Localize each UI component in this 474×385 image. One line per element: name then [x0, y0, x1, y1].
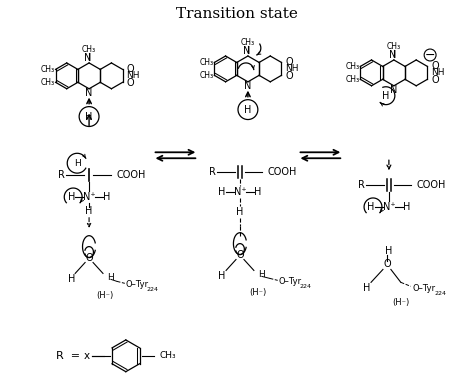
- Text: R: R: [358, 180, 365, 190]
- Text: O: O: [285, 57, 293, 67]
- Text: NH: NH: [431, 69, 445, 77]
- Text: R  =: R =: [56, 351, 81, 361]
- Text: NH: NH: [285, 64, 299, 74]
- Text: CH₃: CH₃: [241, 38, 255, 47]
- Text: O: O: [285, 71, 293, 81]
- Text: CH₃: CH₃: [346, 75, 360, 84]
- Text: O: O: [127, 78, 134, 88]
- Text: N: N: [243, 46, 251, 56]
- Text: N: N: [390, 85, 398, 95]
- Text: R: R: [58, 170, 65, 180]
- Text: O: O: [236, 249, 244, 259]
- Text: O: O: [85, 253, 93, 263]
- Text: N: N: [244, 81, 252, 91]
- Text: O: O: [431, 75, 439, 85]
- Text: N⁺: N⁺: [83, 192, 95, 202]
- Text: CH₃: CH₃: [82, 45, 96, 54]
- Text: O: O: [431, 61, 439, 71]
- Text: Transition state: Transition state: [176, 7, 298, 21]
- Text: H: H: [364, 283, 371, 293]
- Text: COOH: COOH: [117, 170, 146, 180]
- Text: (H⁻): (H⁻): [96, 291, 114, 300]
- Text: H: H: [403, 202, 410, 212]
- Text: O: O: [383, 259, 391, 270]
- Text: H: H: [67, 192, 75, 202]
- Text: H: H: [219, 271, 226, 281]
- Text: N⁺: N⁺: [234, 187, 246, 197]
- Text: N: N: [85, 88, 93, 98]
- Text: H: H: [254, 187, 262, 197]
- Text: O–Tyr: O–Tyr: [413, 284, 436, 293]
- Text: H: H: [103, 192, 110, 202]
- Text: COOH: COOH: [268, 167, 297, 177]
- Text: H: H: [107, 273, 114, 282]
- Text: x: x: [84, 351, 90, 361]
- Text: O–Tyr: O–Tyr: [279, 277, 302, 286]
- Text: 224: 224: [300, 284, 311, 289]
- Text: O–Tyr: O–Tyr: [126, 280, 149, 289]
- Text: 224: 224: [146, 287, 159, 292]
- Text: H: H: [385, 246, 392, 256]
- Text: NH: NH: [127, 71, 140, 80]
- Text: H: H: [67, 275, 75, 285]
- Text: H: H: [244, 105, 252, 115]
- Text: H: H: [237, 207, 244, 217]
- Text: (H⁻): (H⁻): [249, 288, 266, 297]
- Text: H: H: [258, 270, 264, 279]
- Text: N⁺: N⁺: [383, 202, 395, 212]
- Text: H: H: [367, 202, 375, 212]
- Text: CH₃: CH₃: [160, 352, 176, 360]
- Text: H: H: [219, 187, 226, 197]
- Text: (H⁻): (H⁻): [392, 298, 410, 307]
- Text: O: O: [127, 64, 134, 74]
- Text: N: N: [84, 53, 92, 63]
- Text: CH₃: CH₃: [200, 71, 214, 80]
- Text: N: N: [389, 50, 397, 60]
- Text: CH₃: CH₃: [41, 65, 55, 74]
- Text: H: H: [85, 112, 93, 122]
- Text: 224: 224: [435, 291, 447, 296]
- Text: H: H: [74, 159, 81, 168]
- Text: −: −: [425, 49, 435, 62]
- Text: CH₃: CH₃: [200, 58, 214, 67]
- Text: H: H: [382, 91, 390, 101]
- Text: H: H: [85, 206, 93, 216]
- Text: CH₃: CH₃: [387, 42, 401, 50]
- Text: CH₃: CH₃: [41, 78, 55, 87]
- Text: COOH: COOH: [417, 180, 446, 190]
- Text: CH₃: CH₃: [346, 62, 360, 71]
- Text: R: R: [209, 167, 216, 177]
